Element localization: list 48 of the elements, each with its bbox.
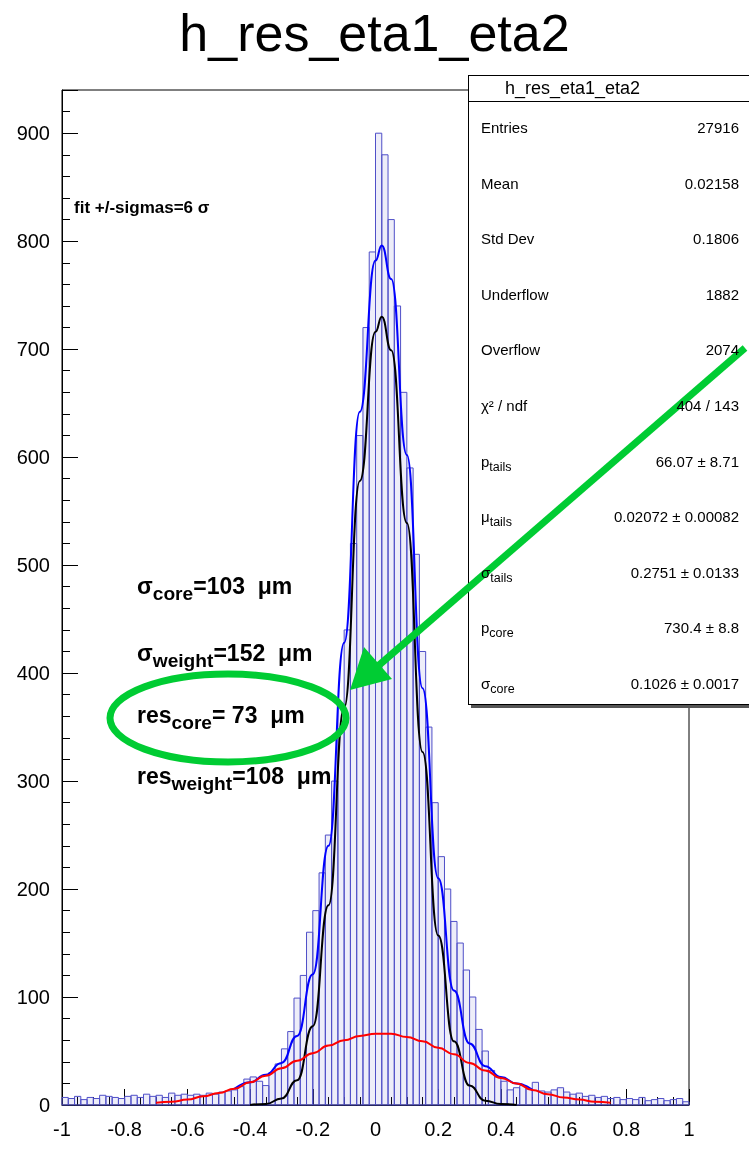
annotation: χ² / ndf	[481, 396, 528, 416]
y-tick-label: 700	[16, 338, 50, 361]
annotation: p$_{tails}$	[481, 451, 512, 474]
annotation: Std Dev	[481, 229, 535, 250]
y-tick-label: 800	[16, 230, 50, 253]
annotation: 0.1026 ± 0.0017	[630, 674, 739, 694]
annotation: res$_{weight}$=108 μm	[137, 762, 332, 796]
y-tick-label: 600	[16, 446, 50, 469]
y-tick-label: 900	[16, 122, 50, 145]
x-tick-label: 0.6	[549, 1118, 578, 1140]
annotation: σ$_{core}$	[481, 674, 515, 696]
y-tick-label: 0	[38, 1094, 50, 1116]
x-tick-label: -0.6	[170, 1118, 205, 1140]
annotation: p$_{core}$	[481, 618, 514, 641]
y-tick-label: 200	[16, 878, 50, 901]
x-tick-label: 0.8	[612, 1118, 641, 1140]
x-tick-label: -1	[53, 1118, 71, 1140]
annotation: σ$_{weight}$=152 μm	[137, 639, 313, 673]
text: 1882	[705, 284, 739, 305]
annotation: h_res_eta1_eta2	[469, 76, 749, 102]
x-tick-label: -0.4	[232, 1118, 268, 1140]
annotation: μ$_{tails}$	[481, 507, 512, 530]
y-tick-label: 300	[16, 770, 50, 793]
annotation: 0.02158	[684, 173, 739, 194]
annotation: 730.4 ± 8.8	[664, 618, 739, 639]
annotation: σ$_{core}$=103 μm	[137, 572, 293, 606]
chart-title: h_res_eta1_eta2	[179, 4, 570, 62]
y-tick-label: 500	[16, 554, 50, 577]
y-tick-label: 100	[16, 986, 50, 1009]
x-tick-label: -0.8	[107, 1118, 142, 1140]
x-tick-label: 1	[683, 1118, 695, 1140]
annotation: 66.07 ± 8.71	[655, 451, 739, 472]
annotation: Mean	[481, 173, 519, 194]
text: 2074	[705, 340, 739, 361]
x-tick-label: 0.4	[486, 1118, 515, 1140]
x-tick-label: 0	[369, 1118, 382, 1140]
text: 27916	[697, 118, 739, 138]
y-tick-label: 400	[16, 662, 50, 685]
annotation: res$_{core}$= 73 μm	[137, 701, 305, 735]
x-tick-label: -0.2	[295, 1118, 331, 1140]
text: 0.1806	[693, 229, 739, 250]
annotation: Overflow	[481, 340, 541, 361]
annotation: 0.02072 ± 0.00082	[613, 507, 739, 528]
annotation: Entries	[481, 118, 528, 138]
x-tick-label: 0.2	[424, 1118, 453, 1140]
annotation: fit +/-sigmas=6 σ	[74, 198, 210, 218]
annotation: Underflow	[481, 284, 549, 305]
annotation: 0.2751 ± 0.0133	[630, 562, 739, 583]
